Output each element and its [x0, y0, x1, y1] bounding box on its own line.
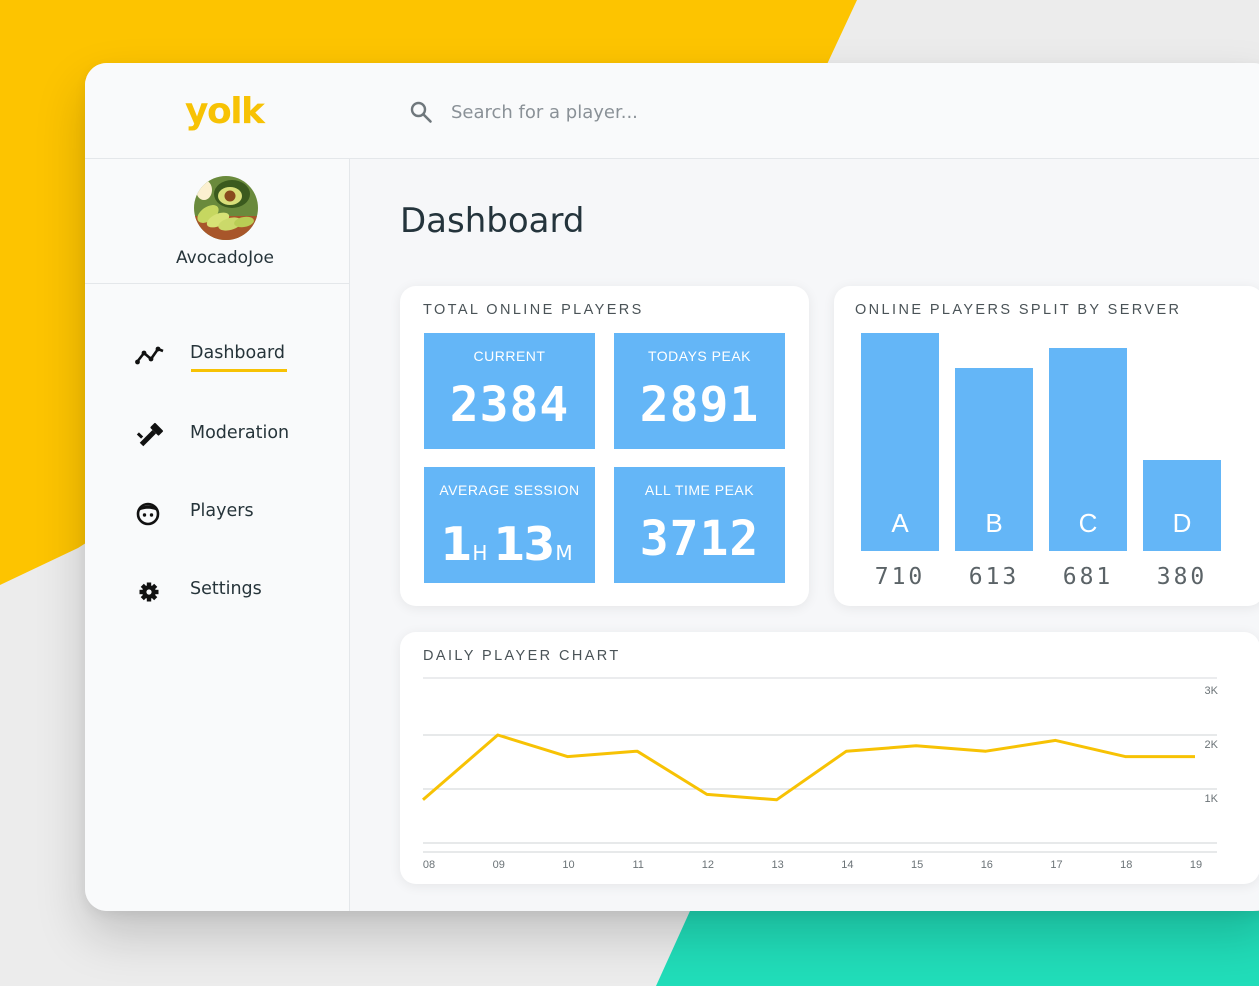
- card-title: TOTAL ONLINE PLAYERS: [423, 302, 644, 318]
- server-bar-b[interactable]: B: [955, 368, 1033, 551]
- all-time-peak-tile: ALL TIME PEAK 3712: [614, 467, 785, 583]
- stat-label: TODAYS PEAK: [647, 348, 751, 364]
- search-input[interactable]: [451, 96, 871, 128]
- x-tick-label: 16: [981, 859, 993, 871]
- daily-player-chart-card: DAILY PLAYER CHART 1K 2K 3K 08 09 10 11 12 13 14 1…: [400, 632, 1259, 884]
- session-hours: 1: [440, 517, 472, 571]
- todays-peak-tile: TODAYS PEAK 2891: [614, 333, 785, 449]
- active-indicator: [191, 369, 287, 372]
- stat-value: 2891: [639, 377, 760, 433]
- stat-label: CURRENT: [473, 348, 546, 364]
- x-tick-label: 08: [423, 859, 435, 871]
- current-players-tile: CURRENT 2384: [424, 333, 595, 449]
- x-tick-label: 11: [632, 859, 643, 871]
- server-name: A: [891, 508, 909, 538]
- session-minutes: 13: [493, 517, 555, 571]
- chart-title: DAILY PLAYER CHART: [423, 648, 621, 664]
- trend-line-icon: [135, 346, 164, 365]
- card-title: ONLINE PLAYERS SPLIT BY SERVER: [855, 302, 1182, 318]
- server-value: 710: [874, 564, 926, 590]
- x-tick-label: 18: [1120, 859, 1132, 871]
- x-tick-label: 09: [493, 859, 505, 871]
- teal-background-shape: [656, 911, 1259, 986]
- x-tick-label: 14: [841, 859, 853, 871]
- stat-label: AVERAGE SESSION: [439, 482, 580, 498]
- sidebar-item-players[interactable]: Players: [135, 491, 349, 535]
- x-tick-label: 12: [702, 859, 714, 871]
- server-name: B: [985, 508, 1003, 538]
- sidebar-item-moderation[interactable]: Moderation: [135, 413, 349, 457]
- y-tick-label: 2K: [1205, 739, 1219, 751]
- stat-value: 3712: [639, 511, 760, 567]
- average-session-tile: AVERAGE SESSION 1 H 13 M: [424, 467, 595, 583]
- stat-value: 1 H 13 M: [424, 517, 595, 571]
- server-split-card: ONLINE PLAYERS SPLIT BY SERVER A B C D 7…: [834, 286, 1259, 606]
- total-online-players-card: TOTAL ONLINE PLAYERS CURRENT 2384 TODAYS…: [400, 286, 809, 606]
- search-icon[interactable]: [409, 100, 433, 124]
- face-icon: [136, 502, 160, 526]
- server-value: 681: [1062, 564, 1114, 590]
- y-tick-label: 3K: [1205, 685, 1219, 697]
- sidebar-item-label: Settings: [190, 579, 262, 599]
- server-value: 380: [1156, 564, 1208, 590]
- profile-section: AvocadoJoe: [85, 159, 349, 284]
- server-value: 613: [968, 564, 1020, 590]
- session-hours-unit: H: [472, 541, 488, 565]
- gavel-icon: [136, 422, 164, 447]
- app-window: yolk: [85, 63, 1259, 911]
- server-bar-c[interactable]: C: [1049, 348, 1127, 551]
- sidebar-item-label: Moderation: [190, 423, 290, 443]
- page-title: Dashboard: [400, 201, 585, 241]
- stat-value: 2384: [449, 377, 570, 433]
- x-tick-label: 17: [1050, 859, 1062, 871]
- x-tick-label: 10: [562, 859, 574, 871]
- sidebar-item-label: Players: [190, 501, 254, 521]
- series-line: [422, 733, 1195, 802]
- username: AvocadoJoe: [176, 248, 274, 268]
- top-bar: yolk: [85, 63, 1259, 159]
- avatar[interactable]: [194, 176, 258, 240]
- daily-player-chart: 1K 2K 3K 08 09 10 11 12 13 14 15 16 17 18 19: [422, 677, 1219, 871]
- sidebar-item-dashboard[interactable]: Dashboard: [135, 333, 349, 377]
- x-tick-label: 19: [1190, 859, 1202, 871]
- server-name: D: [1172, 508, 1192, 538]
- session-minutes-unit: M: [555, 541, 573, 565]
- server-bar-a[interactable]: A: [861, 333, 939, 551]
- server-name: C: [1078, 508, 1098, 538]
- x-tick-label: 13: [772, 859, 784, 871]
- sidebar-item-settings[interactable]: Settings: [135, 569, 349, 613]
- stat-label: ALL TIME PEAK: [644, 482, 755, 498]
- x-tick-label: 15: [911, 859, 923, 871]
- sidebar-item-label: Dashboard: [190, 343, 285, 363]
- logo: yolk: [185, 91, 265, 132]
- gear-icon: [139, 582, 159, 602]
- server-bar-d[interactable]: D: [1143, 460, 1221, 551]
- y-tick-label: 1K: [1205, 793, 1219, 805]
- sidebar: AvocadoJoe Dashboard Moderation: [85, 159, 350, 911]
